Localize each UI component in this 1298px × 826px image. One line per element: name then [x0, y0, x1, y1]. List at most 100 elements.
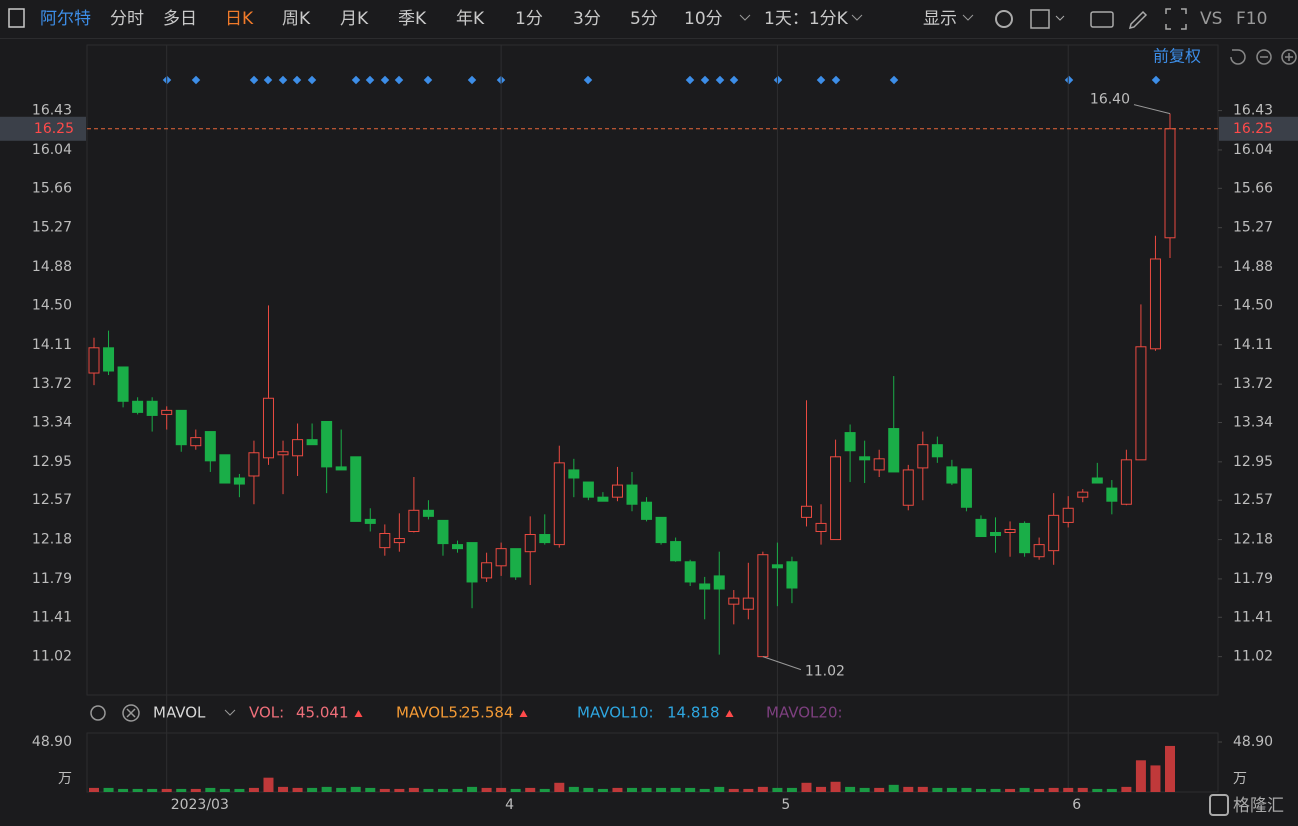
candle-body — [771, 564, 783, 569]
tab[interactable]: 日K — [225, 9, 254, 29]
indicator-label: MAVOL10: — [577, 704, 654, 722]
volume-bar — [467, 786, 478, 792]
candle-body — [1120, 459, 1132, 505]
current-price-label: 16.25 — [34, 121, 74, 137]
zoom-out-icon[interactable] — [1256, 49, 1272, 65]
dropdown-icon[interactable] — [962, 14, 974, 21]
candle-body — [990, 532, 1002, 537]
volume-bar — [437, 788, 448, 792]
overlay-icon[interactable] — [1030, 9, 1050, 29]
event-marker — [351, 75, 361, 85]
volume-bar — [147, 788, 158, 792]
current-price-box — [0, 116, 86, 141]
candle-body — [1062, 507, 1074, 523]
y-tick-label: 13.34 — [1233, 414, 1273, 430]
y-tick-label: 15.66 — [1233, 180, 1273, 196]
y-tick-label: 11.41 — [32, 609, 72, 625]
y-tick-label: 11.79 — [32, 571, 72, 587]
annotation-label: 16.40 — [1090, 92, 1130, 108]
tab[interactable]: 季K — [398, 9, 427, 29]
y-tick-label: 14.88 — [32, 259, 72, 275]
candle-body — [1004, 528, 1016, 533]
tab[interactable]: 分时 — [110, 9, 144, 29]
y-tick-label: 11.41 — [1233, 609, 1273, 625]
candle-body — [931, 444, 943, 458]
y-tick-label: 16.04 — [1233, 142, 1273, 158]
dropdown-icon[interactable] — [224, 709, 236, 716]
dropdown-icon[interactable] — [739, 14, 751, 21]
settings-icon[interactable] — [995, 10, 1013, 28]
tab[interactable]: 5分 — [630, 9, 658, 29]
candle-body — [844, 432, 856, 452]
event-marker — [365, 75, 375, 85]
vs-button[interactable]: VS — [1200, 9, 1222, 29]
candle-body — [1149, 258, 1161, 350]
indicator-value: 14.818 — [667, 704, 720, 722]
volume-bar — [961, 787, 972, 792]
volume-bar — [423, 788, 434, 792]
volume-bar — [336, 787, 347, 792]
candle-body — [350, 456, 362, 522]
watermark: 格隆汇 — [1233, 796, 1284, 816]
event-marker — [423, 75, 433, 85]
up-arrow — [519, 710, 528, 717]
reset-icon[interactable] — [1230, 49, 1246, 65]
volume-bar — [932, 787, 943, 792]
event-marker — [249, 75, 259, 85]
indicator-close-icon[interactable] — [122, 704, 140, 722]
volume-bar — [1135, 760, 1146, 792]
candle-body — [888, 428, 900, 473]
volume-bar — [350, 786, 361, 792]
event-marker — [278, 75, 288, 85]
candle-body — [553, 462, 565, 546]
adjust-button[interactable]: 前复权 — [1153, 47, 1201, 66]
tabs: 分时 多日 日K 周K 月K 季K 年K 1分 3分 5分 10分 — [110, 9, 723, 29]
candle-body — [611, 484, 623, 498]
volume-bar — [1077, 787, 1088, 792]
f10-button[interactable]: F10 — [1236, 9, 1267, 29]
volume-bar — [859, 787, 870, 792]
y-tick-label: 12.95 — [1233, 454, 1273, 470]
fullscreen-icon[interactable] — [1165, 8, 1187, 30]
candle-body — [670, 541, 682, 562]
candle-body — [422, 509, 434, 517]
volume-pane — [86, 732, 1219, 793]
candle-body — [248, 452, 260, 477]
tab[interactable]: 10分 — [684, 9, 723, 29]
indicator-settings-icon[interactable] — [90, 705, 106, 721]
tab[interactable]: 月K — [340, 9, 369, 29]
tab[interactable]: 3分 — [573, 9, 601, 29]
candle-body — [917, 444, 929, 469]
zoom-in-icon[interactable] — [1281, 49, 1297, 65]
y-tick-label: 16.04 — [32, 142, 72, 158]
sidebar-icon[interactable] — [8, 8, 25, 28]
dropdown-icon[interactable] — [851, 14, 863, 21]
y-tick-label: 11.79 — [1233, 571, 1273, 587]
indicator-label: MAVOL5: — [396, 704, 463, 722]
tab[interactable]: 年K — [456, 9, 485, 29]
dropdown-icon[interactable] — [1055, 15, 1065, 21]
volume-bar — [132, 788, 143, 792]
indicator-name[interactable]: MAVOL — [153, 704, 206, 722]
tab[interactable]: 1分 — [515, 9, 543, 29]
y-tick-label: 12.18 — [32, 532, 72, 548]
display-button[interactable]: 显示 — [923, 9, 957, 29]
volume-bar — [917, 786, 928, 792]
tab[interactable]: 周K — [282, 9, 311, 29]
y-tick-label: 14.50 — [32, 297, 72, 313]
y-tick-label: 15.66 — [32, 180, 72, 196]
tab[interactable]: 多日 — [163, 9, 197, 29]
volume-bar — [728, 788, 739, 792]
price-pane — [86, 44, 1219, 696]
annotation-leader — [762, 656, 802, 671]
volume-bar — [612, 787, 623, 792]
candle-body — [161, 409, 173, 415]
volume-bar — [990, 788, 1001, 792]
period-select[interactable]: 1天：1分K — [764, 9, 849, 29]
candle-body — [321, 420, 333, 468]
stock-name[interactable]: 阿尔特 — [40, 9, 91, 29]
camera-icon[interactable] — [1090, 11, 1114, 28]
candle-body — [262, 397, 274, 459]
draw-icon[interactable] — [1128, 10, 1148, 30]
